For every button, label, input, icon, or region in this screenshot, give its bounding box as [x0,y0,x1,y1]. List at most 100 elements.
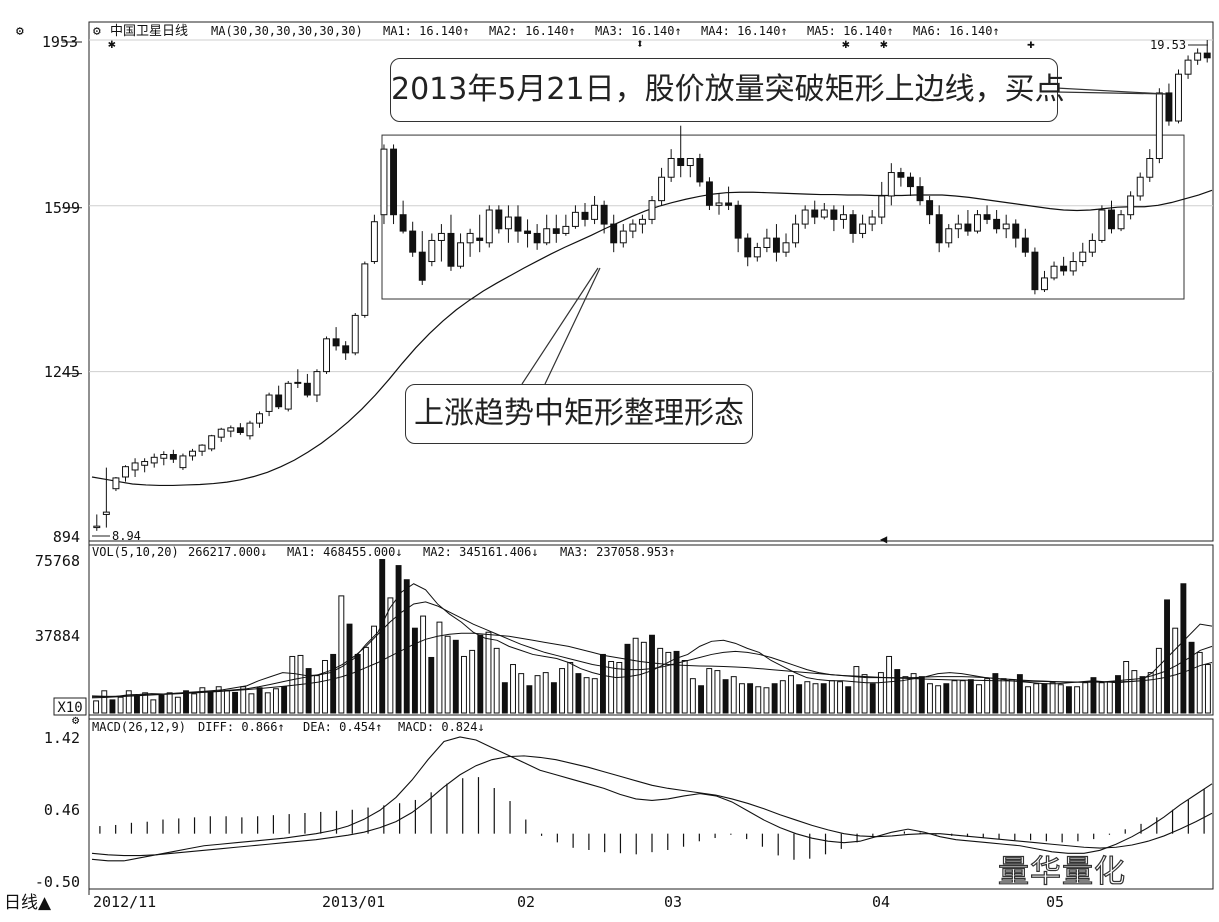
candle-body [1041,277,1048,291]
candle-body [648,200,656,220]
candle-body [887,172,895,197]
candle-body [629,223,637,232]
candle-body [705,181,713,206]
volume-bar [869,683,876,714]
volume-bar [640,641,647,714]
volume-bar [649,634,655,714]
high-price-label: 19.53 [1150,38,1186,52]
volume-bar [1074,686,1081,714]
volume-bar [624,643,631,714]
volume-bar [444,635,451,714]
volume-bar [256,687,263,714]
date-tick-04: 04 [872,893,890,911]
volume-bar [984,678,991,714]
candle-body [571,211,579,227]
candle-body [983,214,991,220]
candle-body [916,186,924,202]
volume-bar [828,680,835,714]
volume-bar [665,651,672,714]
volume-bar [1082,682,1089,714]
candle-body [974,214,981,232]
candle-body [801,209,809,225]
date-tick-2012-11: 2012/11 [93,893,156,911]
candle-body [954,223,962,230]
volume-bar [313,675,320,714]
volume-bar [534,675,541,714]
candle-body [935,214,943,244]
volume-bar [493,647,500,714]
price-tick-1599: 1599 [44,199,80,217]
price-tick-1953: 1953 [42,33,78,51]
candle-body [399,214,407,232]
volume-bar [1155,647,1162,714]
volume-bar [763,687,770,714]
volume-bar [616,662,623,714]
candle-body [878,195,886,218]
volume-bar [1033,683,1040,714]
candle-body [859,223,867,234]
volume-bar [411,627,418,714]
volume-bar [330,653,337,714]
volume-bar [379,559,386,714]
candle-body [1203,52,1211,59]
candle-body [457,242,465,267]
vol-readout-ma2: MA2: 345161.406↓ [423,545,539,559]
volume-bar [681,659,688,714]
volume-bar [174,696,181,714]
event-markers: ✱ ⬍ ✱ ✱ ✚ [108,37,1035,52]
candle-body [696,157,704,183]
annotation-pointers [521,87,1167,385]
vol-tick-75768: 75768 [35,552,80,570]
candle-body [610,223,618,244]
volume-bar [215,686,222,714]
watermark: 量华量化 [997,853,1126,890]
macd-lines [91,736,1213,862]
volume-bar [420,615,427,714]
volume-bar [452,639,459,714]
volume-bar [526,685,533,714]
volume-bar [150,699,157,714]
event-marker-icon: ✚ [1027,37,1035,52]
volume-bar [395,565,402,714]
candle-body [1175,73,1182,122]
volume-ma2-line [91,601,1213,698]
volume-bar [853,666,860,714]
candle-body [284,382,292,410]
volume-bar [428,656,435,714]
volume-bar [918,676,925,714]
candle-body [906,176,914,188]
volume-bar [207,691,214,714]
volume-bar [820,683,827,714]
candle-body [361,263,369,316]
date-tick-02: 02 [517,893,535,911]
volume-bar [599,653,606,714]
candle-body [1108,209,1115,230]
candle-body [1136,176,1144,197]
period-selector[interactable]: 日线▲ [4,893,52,913]
candle-body [1184,59,1192,75]
candle-body [897,172,905,178]
candle-body [198,444,206,452]
volume-bar [1106,681,1113,714]
volume-bar [967,679,974,714]
candle-body [1079,251,1087,263]
volume-bar [1204,664,1211,714]
volume-bar [362,646,369,714]
scroll-left-icon[interactable]: ◀ [880,532,888,546]
candle-body [677,157,685,167]
candle-body [811,209,819,218]
volume-bar [943,683,950,714]
volume-bar [877,672,884,714]
volume-bar [657,647,664,714]
candle-body [1117,214,1125,230]
candle-body [246,422,254,437]
volume-bar [436,621,443,714]
candlesticks [93,40,1211,531]
date-tick-03: 03 [664,893,682,911]
buy-point-annotation: 2013年5月21日，股价放量突破矩形上边线，买点 [390,58,1065,122]
macd-tick-neg-0-50: -0.50 [35,873,80,891]
volume-bar [1008,679,1015,714]
ma5-readout: MA5: 16.140↑ [807,24,894,38]
volume-bar [689,678,696,714]
